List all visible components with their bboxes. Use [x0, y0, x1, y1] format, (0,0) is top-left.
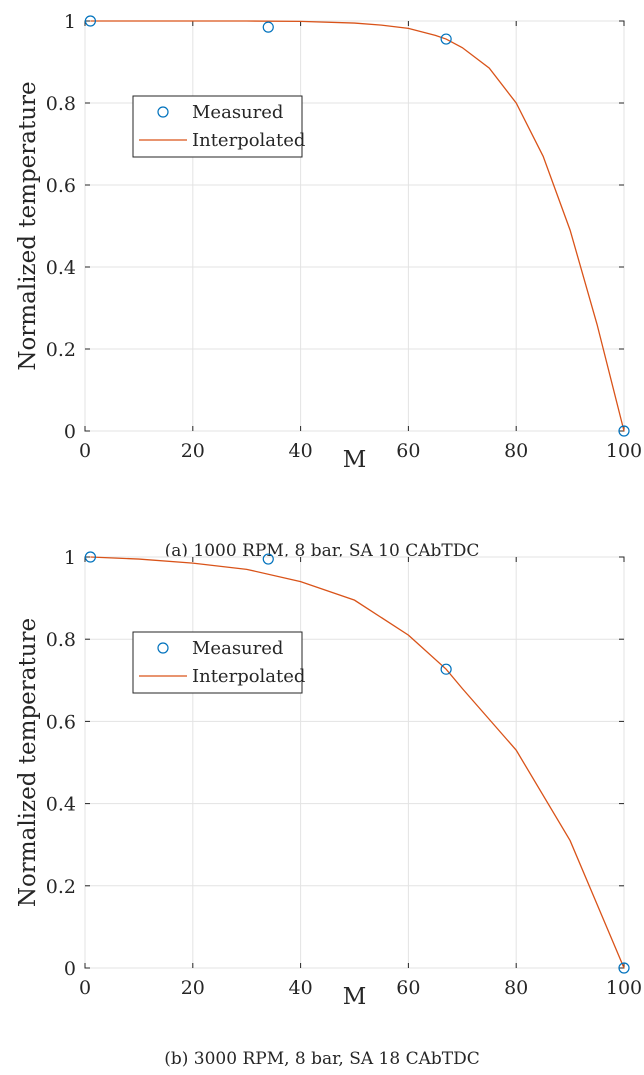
figure-caption: (b) 3000 RPM, 8 bar, SA 18 CAbTDC	[164, 1049, 479, 1069]
series-line-interpolated	[90, 556, 625, 969]
legend-label-interpolated: Interpolated	[192, 130, 305, 151]
chart-panel-b: 0 20 40 60 80 100 0 0.2 0.4 0.6 0.8 1 M Normalized …	[15, 547, 642, 1069]
x-tick-label: 0	[79, 440, 91, 462]
series-layer	[84, 15, 630, 437]
data-point-measured	[84, 551, 96, 563]
y-tick-label: 0.4	[46, 794, 76, 816]
chart-panel-a: 0 20 40 60 80 100 0 0.2 0.4 0.6 0.8 1 M Normalized …	[15, 11, 642, 561]
legend: Measured Interpolated	[132, 631, 305, 694]
legend-label-measured: Measured	[192, 638, 283, 659]
x-tick-label: 100	[606, 440, 642, 462]
y-tick-label: 0.8	[46, 93, 76, 115]
legend-marker-measured	[157, 642, 169, 654]
series-layer	[84, 551, 630, 974]
data-point-measured	[84, 15, 96, 27]
y-tick-label: 0.4	[46, 257, 76, 279]
x-axis-label: M	[343, 984, 367, 1010]
legend-box	[132, 631, 303, 694]
axis-ticks: 0 20 40 60 80 100 0 0.2 0.4 0.6 0.8 1	[46, 11, 642, 462]
x-tick-label: 100	[606, 977, 642, 999]
x-tick-label: 80	[504, 440, 528, 462]
legend: Measured Interpolated	[132, 95, 305, 158]
y-tick-label: 0.2	[46, 876, 76, 898]
y-tick-label: 0.8	[46, 629, 76, 651]
legend-box	[132, 95, 303, 158]
data-point-measured	[440, 663, 452, 675]
x-axis-label: M	[343, 447, 367, 473]
axis-ticks: 0 20 40 60 80 100 0 0.2 0.4 0.6 0.8 1	[46, 547, 642, 999]
x-tick-label: 60	[396, 977, 420, 999]
legend-label-interpolated: Interpolated	[192, 666, 305, 687]
figure-caption: (a) 1000 RPM, 8 bar, SA 10 CAbTDC	[165, 541, 480, 561]
x-tick-label: 20	[181, 440, 205, 462]
x-tick-label: 20	[181, 977, 205, 999]
data-point-measured	[262, 21, 274, 33]
data-point-measured	[618, 962, 630, 974]
data-point-measured	[618, 425, 630, 437]
data-point-measured	[262, 553, 274, 565]
axes-box	[84, 20, 625, 432]
legend-marker-measured	[157, 106, 169, 118]
y-tick-label: 0.6	[46, 711, 76, 733]
y-tick-label: 1	[64, 547, 76, 569]
y-tick-label: 0	[64, 421, 76, 443]
y-axis-label: Normalized temperature	[15, 618, 41, 907]
x-tick-label: 80	[504, 977, 528, 999]
y-tick-label: 0.6	[46, 175, 76, 197]
y-tick-label: 0	[64, 958, 76, 980]
y-tick-label: 0.2	[46, 339, 76, 361]
axes-box	[84, 556, 625, 969]
data-point-measured	[440, 33, 452, 45]
x-tick-label: 0	[79, 977, 91, 999]
y-axis-label: Normalized temperature	[15, 81, 41, 370]
x-tick-label: 40	[289, 977, 313, 999]
legend-label-measured: Measured	[192, 102, 283, 123]
y-tick-label: 1	[64, 11, 76, 33]
series-line-interpolated	[90, 20, 625, 432]
x-tick-label: 60	[396, 440, 420, 462]
grid-lines	[84, 556, 625, 969]
x-tick-label: 40	[289, 440, 313, 462]
